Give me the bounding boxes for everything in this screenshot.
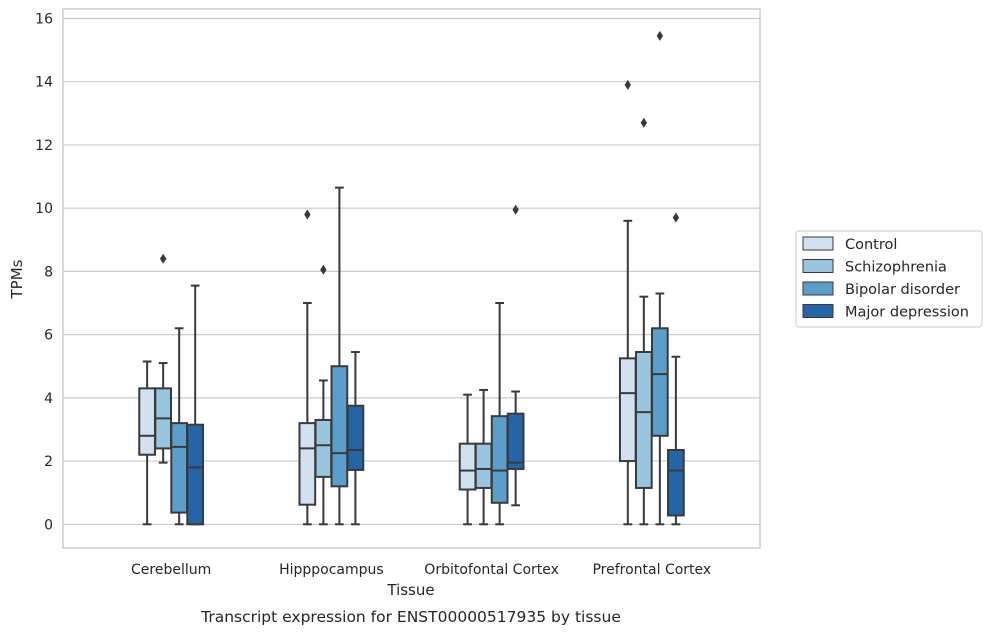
x-axis-ticks: Cerebellum Hipppocampus Orbitofontal Corte… — [131, 562, 711, 578]
box-body — [634, 351, 653, 489]
y-tick-label: 12 — [35, 138, 53, 154]
y-tick-label: 8 — [44, 264, 53, 280]
box-bipolar-disorder — [170, 327, 189, 526]
box-body — [170, 422, 189, 514]
box-body — [186, 423, 205, 526]
outlier-point — [640, 117, 648, 128]
box-body — [298, 422, 317, 506]
box-schizophrenia — [314, 264, 333, 526]
box-body — [138, 387, 156, 456]
legend-label: Major depression — [845, 305, 969, 321]
x-tick-label: Hipppocampus — [279, 562, 384, 578]
x-tick-label: Cerebellum — [131, 562, 211, 578]
box-schizophrenia — [634, 117, 653, 526]
box-body — [667, 449, 685, 517]
box-schizophrenia — [474, 388, 493, 526]
box-major-depression — [346, 351, 365, 526]
box-bipolar-disorder — [651, 30, 669, 526]
box-body — [314, 418, 333, 478]
box-major-depression — [506, 204, 525, 507]
x-tick-label: Orbitofontal Cortex — [424, 562, 559, 578]
outlier-point — [656, 30, 664, 41]
outlier-point — [304, 209, 311, 220]
box-body — [346, 404, 365, 471]
legend-label: Schizophrenia — [845, 260, 947, 276]
y-axis-label: TPMs — [8, 259, 26, 299]
legend-frame — [795, 230, 983, 328]
legend-swatch — [802, 236, 834, 251]
y-tick-label: 0 — [44, 517, 53, 533]
y-tick-label: 16 — [35, 11, 53, 27]
y-tick-label: 10 — [35, 201, 53, 217]
box-body — [474, 442, 493, 489]
x-axis-label: Tissue — [386, 581, 434, 599]
box-body — [490, 415, 509, 504]
box-body — [651, 327, 669, 437]
outlier-point — [320, 264, 327, 275]
y-tick-label: 4 — [44, 391, 53, 407]
outlier-point — [512, 204, 519, 215]
plot-area — [138, 30, 685, 526]
legend-label: Bipolar disorder — [845, 282, 960, 298]
box-body — [618, 357, 637, 463]
box-major-depression — [667, 212, 685, 526]
box-schizophrenia — [154, 253, 172, 464]
legend-swatch — [802, 259, 834, 273]
box-body — [506, 412, 525, 470]
box-control — [138, 360, 156, 526]
plot-frame — [62, 8, 761, 549]
outlier-point — [624, 79, 632, 90]
figure-caption: Transcript expression for ENST0000051793… — [200, 608, 621, 626]
legend-label: Control — [845, 237, 897, 253]
box-control — [298, 209, 317, 526]
x-tick-label: Prefrontal Cortex — [592, 562, 711, 578]
box-bipolar-disorder — [330, 186, 349, 526]
box-major-depression — [186, 284, 205, 526]
y-axis-ticks: 0 2 4 6 8 10 12 14 16 — [35, 11, 53, 533]
box-body — [458, 442, 477, 491]
box-control — [618, 79, 637, 526]
outlier-point — [159, 253, 167, 264]
y-tick-label: 6 — [44, 328, 53, 344]
y-tick-label: 14 — [35, 75, 53, 91]
outlier-point — [672, 212, 680, 223]
box-body — [330, 365, 349, 488]
legend-swatch — [802, 304, 834, 318]
box-bipolar-disorder — [490, 302, 509, 526]
legend-swatch — [802, 281, 834, 296]
legend: Control Schizophrenia Bipolar disorder Majo… — [795, 230, 983, 328]
box-control — [458, 393, 477, 526]
y-tick-label: 2 — [44, 454, 53, 470]
